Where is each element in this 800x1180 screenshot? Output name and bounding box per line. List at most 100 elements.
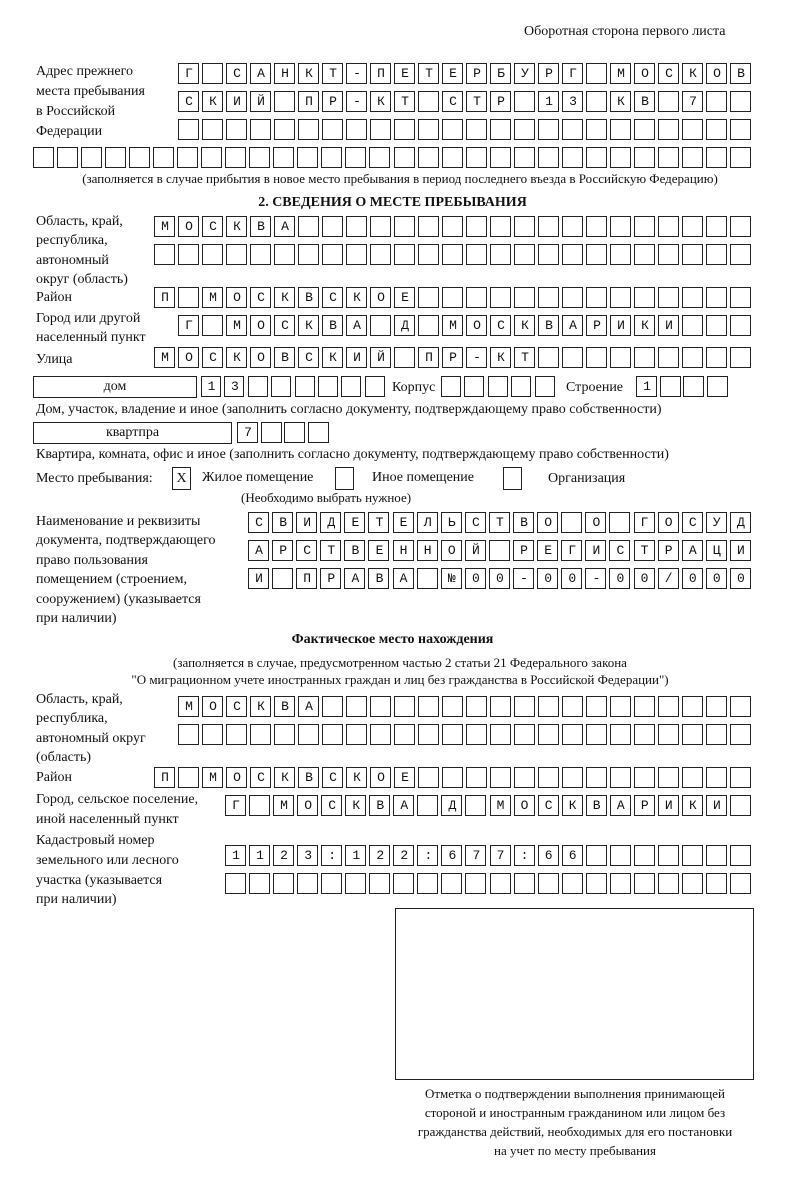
char-cell[interactable] bbox=[730, 724, 751, 745]
char-cell[interactable] bbox=[394, 244, 415, 265]
char-cell[interactable] bbox=[394, 347, 415, 368]
char-cell[interactable] bbox=[706, 795, 727, 816]
char-cell[interactable] bbox=[586, 63, 607, 84]
char-cell[interactable] bbox=[489, 540, 510, 561]
char-cell[interactable] bbox=[442, 244, 463, 265]
char-cell[interactable] bbox=[490, 845, 511, 866]
char-cell[interactable] bbox=[658, 347, 679, 368]
char-cell[interactable] bbox=[682, 512, 703, 533]
char-cell[interactable] bbox=[296, 540, 317, 561]
char-cell[interactable] bbox=[393, 873, 414, 894]
char-cell[interactable] bbox=[658, 287, 679, 308]
char-cell[interactable] bbox=[322, 216, 343, 237]
char-cell[interactable] bbox=[441, 795, 462, 816]
char-cell[interactable] bbox=[682, 91, 703, 112]
char-cell[interactable] bbox=[562, 696, 583, 717]
char-cell[interactable] bbox=[562, 119, 583, 140]
char-cell[interactable] bbox=[226, 724, 247, 745]
char-cell[interactable] bbox=[511, 376, 531, 397]
char-cell[interactable] bbox=[274, 696, 295, 717]
char-cell[interactable] bbox=[274, 724, 295, 745]
char-cell[interactable] bbox=[225, 845, 246, 866]
char-cell[interactable] bbox=[322, 347, 343, 368]
char-cell[interactable] bbox=[346, 724, 367, 745]
char-cell[interactable] bbox=[610, 63, 631, 84]
char-cell[interactable] bbox=[586, 347, 607, 368]
char-cell[interactable] bbox=[706, 63, 727, 84]
char-cell[interactable] bbox=[346, 287, 367, 308]
char-cell[interactable] bbox=[538, 845, 559, 866]
char-cell[interactable] bbox=[490, 767, 511, 788]
char-cell[interactable] bbox=[586, 91, 607, 112]
char-cell[interactable] bbox=[394, 63, 415, 84]
char-cell[interactable] bbox=[706, 512, 727, 533]
char-cell[interactable] bbox=[226, 244, 247, 265]
char-cell[interactable] bbox=[346, 347, 367, 368]
char-cell[interactable] bbox=[658, 119, 679, 140]
char-cell[interactable] bbox=[341, 376, 361, 397]
char-cell[interactable] bbox=[538, 119, 559, 140]
char-cell[interactable] bbox=[178, 91, 199, 112]
char-cell[interactable] bbox=[514, 795, 535, 816]
char-cell[interactable] bbox=[538, 767, 559, 788]
char-cell[interactable] bbox=[178, 767, 199, 788]
char-cell[interactable] bbox=[658, 767, 679, 788]
char-cell[interactable] bbox=[610, 724, 631, 745]
char-cell[interactable] bbox=[682, 216, 703, 237]
char-cell[interactable] bbox=[201, 147, 222, 168]
char-cell[interactable] bbox=[514, 696, 535, 717]
char-cell[interactable] bbox=[322, 244, 343, 265]
char-cell[interactable] bbox=[538, 315, 559, 336]
char-cell[interactable] bbox=[417, 873, 438, 894]
char-cell[interactable] bbox=[562, 147, 583, 168]
char-cell[interactable] bbox=[466, 119, 487, 140]
char-cell[interactable] bbox=[322, 119, 343, 140]
char-cell[interactable] bbox=[634, 315, 655, 336]
char-cell[interactable] bbox=[586, 315, 607, 336]
cadastre-row-2[interactable] bbox=[225, 873, 761, 895]
char-cell[interactable] bbox=[658, 63, 679, 84]
char-cell[interactable] bbox=[202, 244, 223, 265]
char-cell[interactable] bbox=[610, 91, 631, 112]
char-cell[interactable] bbox=[658, 568, 679, 589]
char-cell[interactable] bbox=[538, 347, 559, 368]
char-cell[interactable] bbox=[249, 873, 270, 894]
char-cell[interactable] bbox=[490, 873, 511, 894]
char-cell[interactable] bbox=[610, 873, 631, 894]
actual-region-row-2[interactable] bbox=[178, 724, 761, 746]
char-cell[interactable] bbox=[248, 568, 269, 589]
char-cell[interactable] bbox=[586, 724, 607, 745]
char-cell[interactable] bbox=[490, 287, 511, 308]
char-cell[interactable] bbox=[441, 540, 462, 561]
char-cell[interactable] bbox=[465, 568, 486, 589]
char-cell[interactable] bbox=[284, 422, 305, 443]
char-cell[interactable] bbox=[537, 512, 558, 533]
char-cell[interactable] bbox=[418, 91, 439, 112]
street-row[interactable]: МОСКОВСКИЙ ПР-КТ bbox=[154, 347, 761, 369]
char-cell[interactable] bbox=[250, 315, 271, 336]
char-cell[interactable] bbox=[274, 767, 295, 788]
char-cell[interactable] bbox=[634, 568, 655, 589]
char-cell[interactable] bbox=[730, 63, 751, 84]
char-cell[interactable] bbox=[610, 767, 631, 788]
char-cell[interactable] bbox=[370, 216, 391, 237]
char-cell[interactable] bbox=[202, 216, 223, 237]
char-cell[interactable] bbox=[706, 347, 727, 368]
char-cell[interactable] bbox=[273, 873, 294, 894]
char-cell[interactable] bbox=[418, 315, 439, 336]
char-cell[interactable] bbox=[154, 216, 175, 237]
char-cell[interactable] bbox=[658, 315, 679, 336]
char-cell[interactable] bbox=[394, 724, 415, 745]
char-cell[interactable] bbox=[634, 873, 655, 894]
char-cell[interactable] bbox=[178, 347, 199, 368]
char-cell[interactable] bbox=[226, 347, 247, 368]
house-number-cells[interactable]: 13 bbox=[201, 376, 395, 398]
region-row-1[interactable]: МОСКВА bbox=[154, 216, 761, 238]
char-cell[interactable] bbox=[178, 315, 199, 336]
char-cell[interactable] bbox=[658, 795, 679, 816]
char-cell[interactable] bbox=[514, 845, 535, 866]
char-cell[interactable] bbox=[369, 873, 390, 894]
char-cell[interactable] bbox=[271, 376, 291, 397]
char-cell[interactable] bbox=[418, 287, 439, 308]
char-cell[interactable] bbox=[226, 315, 247, 336]
